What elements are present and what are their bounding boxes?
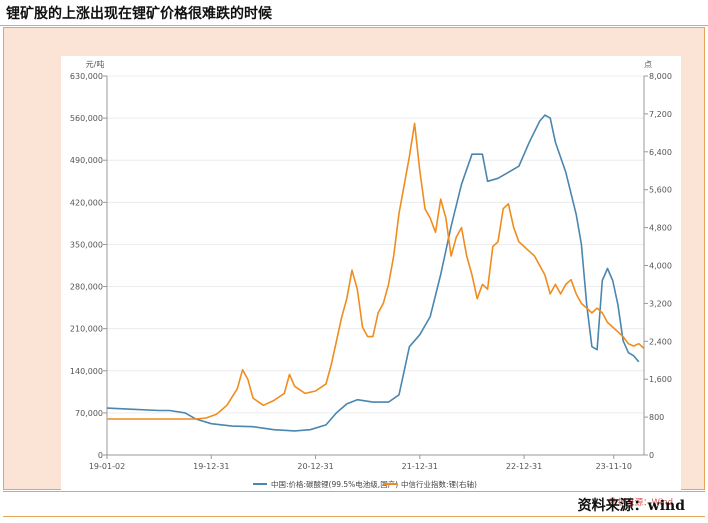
left-tick-label: 560,000: [70, 114, 103, 123]
footer-bar: 资料来源：wind: [3, 491, 705, 517]
series-line-lithium-carbonate: [106, 114, 640, 432]
chart-source-note: 数据来源：Wind: [609, 497, 673, 508]
right-unit-label: 点: [644, 60, 652, 69]
x-tick-label: 19-12-31: [193, 462, 229, 471]
left-tick-label: 280,000: [70, 283, 103, 292]
left-tick-label: 630,000: [70, 72, 103, 81]
right-tick-label: 0: [649, 451, 654, 460]
x-tick-label: 20-12-31: [297, 462, 333, 471]
left-tick-label: 420,000: [70, 198, 103, 207]
x-tick-label: 19-01-02: [89, 462, 125, 471]
right-tick-label: 800: [649, 413, 664, 422]
chart-frame: 0 70,000 140,000 210,000 280,000 350,000 420,0…: [3, 27, 705, 511]
left-unit-label: 元/吨: [86, 59, 105, 69]
page-title: 锂矿股的上涨出现在锂矿价格很难跌的时候: [6, 6, 272, 22]
right-tick-label: 6,400: [649, 148, 672, 157]
right-tick-label: 4,000: [649, 262, 672, 271]
left-tick-label: 0: [98, 451, 103, 460]
left-tick-label: 490,000: [70, 156, 103, 165]
series-line-lithium-index: [107, 122, 645, 420]
left-tick-label: 70,000: [75, 409, 103, 418]
right-tick-label: 1,600: [649, 375, 672, 384]
left-tick-label: 350,000: [70, 240, 103, 249]
right-tick-label: 4,800: [649, 224, 672, 233]
source-note: 资料来源：wind: [577, 498, 685, 514]
chart-svg: 0 70,000 140,000 210,000 280,000 350,000 420,0…: [70, 59, 673, 508]
right-tick-label: 2,400: [649, 337, 672, 346]
x-tick-label: 21-12-31: [402, 462, 438, 471]
right-tick-label: 7,200: [649, 110, 672, 119]
title-bar: 锂矿股的上涨出现在锂矿价格很难跌的时候: [0, 0, 708, 26]
right-tick-label: 3,200: [649, 299, 672, 308]
left-tick-label: 140,000: [70, 367, 103, 376]
legend-label: 中国:价格:碳酸锂(99.5%电池级,国产): [271, 479, 398, 489]
right-tick-label: 8,000: [649, 72, 672, 81]
x-tick-label: 22-12-31: [506, 462, 542, 471]
left-tick-label: 210,000: [70, 325, 103, 334]
x-tick-label: 23-11-10: [596, 462, 632, 471]
right-tick-label: 5,600: [649, 186, 672, 195]
legend-label: 中信行业指数:锂(右轴): [401, 479, 477, 489]
chart-panel: 0 70,000 140,000 210,000 280,000 350,000 420,0…: [61, 56, 681, 511]
